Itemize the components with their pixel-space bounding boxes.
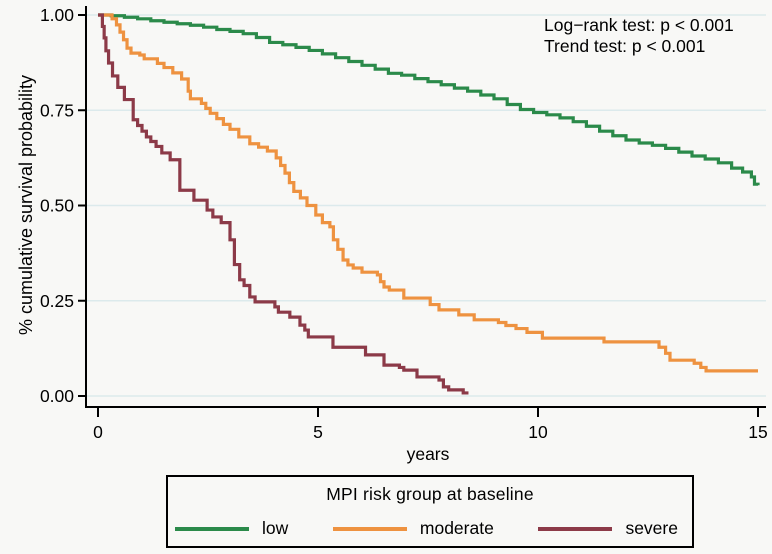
survival-curve-moderate <box>98 13 758 373</box>
legend-item-severe: severe <box>538 518 678 539</box>
logrank-test-annotation: Log−rank test: p < 0.001 <box>544 15 734 35</box>
survival-curve-severe <box>98 13 469 395</box>
y-tick-label: 0.50 <box>40 196 74 216</box>
legend: MPI risk group at baseline low moderate … <box>166 475 694 548</box>
legend-item-low: low <box>175 518 288 539</box>
legend-item-moderate: moderate <box>332 518 494 539</box>
legend-title: MPI risk group at baseline <box>326 484 534 504</box>
survival-curve-low <box>98 13 760 186</box>
legend-label-severe: severe <box>625 518 678 538</box>
survival-curves <box>98 13 760 395</box>
legend-row: low moderate severe <box>168 518 692 539</box>
legend-label-moderate: moderate <box>419 518 494 538</box>
y-tick-label: 0.25 <box>40 291 74 311</box>
x-axis-ticks: 0 5 10 15 <box>93 408 768 442</box>
legend-label-low: low <box>262 518 289 538</box>
x-tick-label: 15 <box>748 422 767 442</box>
low-line-swatch <box>175 526 249 531</box>
x-tick-label: 0 <box>93 422 103 442</box>
y-axis-ticks: 0.00 0.25 0.50 0.75 1.00 <box>40 5 86 406</box>
x-tick-label: 10 <box>528 422 548 442</box>
y-tick-label: 0.00 <box>40 386 74 406</box>
moderate-line-swatch <box>332 526 407 531</box>
severe-line-swatch <box>538 526 613 531</box>
y-tick-label: 0.75 <box>40 100 74 120</box>
y-tick-label: 1.00 <box>40 5 74 25</box>
x-tick-label: 5 <box>313 422 323 442</box>
x-axis-title: years <box>407 444 450 464</box>
gridlines <box>87 14 766 397</box>
trend-test-annotation: Trend test: p < 0.001 <box>544 36 705 56</box>
y-axis-title: % cumulative survival probability <box>16 75 36 335</box>
